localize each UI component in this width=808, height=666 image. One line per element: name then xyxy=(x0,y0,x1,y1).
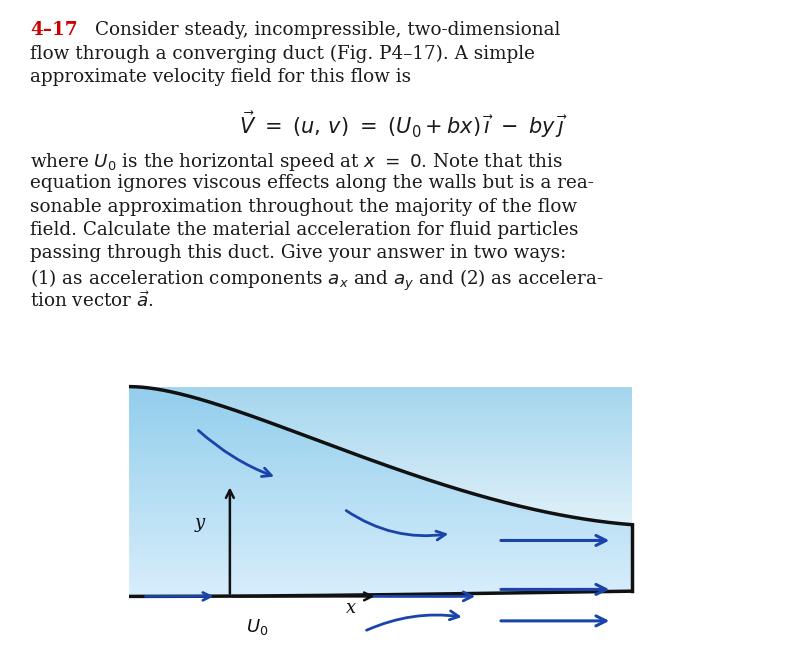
Text: $U_0$: $U_0$ xyxy=(246,617,268,637)
Polygon shape xyxy=(129,426,633,429)
Polygon shape xyxy=(129,442,633,444)
Polygon shape xyxy=(129,513,633,515)
Polygon shape xyxy=(129,478,633,481)
Polygon shape xyxy=(129,473,633,476)
Polygon shape xyxy=(129,444,633,447)
Polygon shape xyxy=(129,424,633,426)
Polygon shape xyxy=(129,531,633,533)
Polygon shape xyxy=(129,476,633,478)
Polygon shape xyxy=(129,389,633,392)
Text: where $U_0$ is the horizontal speed at $x\ =\ 0$. Note that this: where $U_0$ is the horizontal speed at $… xyxy=(30,151,562,173)
Polygon shape xyxy=(129,452,633,455)
Polygon shape xyxy=(129,505,633,507)
Polygon shape xyxy=(129,552,633,554)
Text: x: x xyxy=(346,599,356,617)
Polygon shape xyxy=(129,458,633,460)
Polygon shape xyxy=(129,410,633,413)
Polygon shape xyxy=(129,554,633,557)
Text: tion vector $\vec{a}$.: tion vector $\vec{a}$. xyxy=(30,291,154,311)
Polygon shape xyxy=(129,421,633,424)
Polygon shape xyxy=(129,394,633,397)
Text: approximate velocity field for this flow is: approximate velocity field for this flow… xyxy=(30,68,411,86)
Polygon shape xyxy=(129,507,633,510)
Polygon shape xyxy=(129,468,633,471)
Polygon shape xyxy=(129,570,633,573)
Polygon shape xyxy=(129,562,633,565)
Polygon shape xyxy=(129,497,633,500)
Polygon shape xyxy=(129,386,633,597)
Polygon shape xyxy=(129,436,633,439)
Polygon shape xyxy=(129,450,633,452)
Polygon shape xyxy=(129,460,633,463)
Polygon shape xyxy=(129,525,633,528)
Polygon shape xyxy=(129,431,633,434)
Polygon shape xyxy=(129,500,633,502)
Polygon shape xyxy=(129,502,633,505)
Polygon shape xyxy=(129,484,633,486)
Polygon shape xyxy=(129,557,633,559)
Text: flow through a converging duct (Fig. P4–17). A simple: flow through a converging duct (Fig. P4–… xyxy=(30,45,535,63)
Polygon shape xyxy=(129,559,633,562)
Polygon shape xyxy=(129,413,633,416)
Polygon shape xyxy=(129,575,633,578)
Polygon shape xyxy=(129,528,633,531)
Polygon shape xyxy=(129,429,633,431)
Polygon shape xyxy=(129,408,633,410)
Text: passing through this duct. Give your answer in two ways:: passing through this duct. Give your ans… xyxy=(30,244,566,262)
Polygon shape xyxy=(129,386,633,389)
Polygon shape xyxy=(129,541,633,544)
Polygon shape xyxy=(129,439,633,442)
Polygon shape xyxy=(129,463,633,466)
Text: $\vec{V}\ =\ (u,\,v)\ =\ (U_0 + bx)\,\vec{\imath}\ -\ by\,\vec{\jmath}$: $\vec{V}\ =\ (u,\,v)\ =\ (U_0 + bx)\,\ve… xyxy=(239,109,569,140)
Polygon shape xyxy=(129,565,633,567)
Polygon shape xyxy=(129,455,633,458)
Polygon shape xyxy=(129,447,633,450)
Polygon shape xyxy=(129,397,633,400)
Polygon shape xyxy=(129,486,633,489)
Polygon shape xyxy=(129,510,633,513)
Polygon shape xyxy=(129,549,633,552)
Polygon shape xyxy=(129,471,633,473)
Polygon shape xyxy=(129,544,633,547)
Polygon shape xyxy=(129,523,633,525)
Polygon shape xyxy=(129,573,633,575)
Polygon shape xyxy=(129,392,633,394)
Polygon shape xyxy=(129,481,633,484)
Text: equation ignores viscous effects along the walls but is a rea-: equation ignores viscous effects along t… xyxy=(30,174,594,192)
Polygon shape xyxy=(129,466,633,468)
Polygon shape xyxy=(129,517,633,520)
Polygon shape xyxy=(129,402,633,405)
Polygon shape xyxy=(129,405,633,408)
Polygon shape xyxy=(129,434,633,436)
Text: (1) as acceleration components $a_x$ and $a_y$ and (2) as accelera-: (1) as acceleration components $a_x$ and… xyxy=(30,268,604,293)
Polygon shape xyxy=(129,533,633,536)
Polygon shape xyxy=(129,547,633,549)
Text: sonable approximation throughout the majority of the flow: sonable approximation throughout the maj… xyxy=(30,198,577,216)
Polygon shape xyxy=(129,567,633,570)
Polygon shape xyxy=(129,494,633,497)
Polygon shape xyxy=(129,515,633,517)
Text: 4–17: 4–17 xyxy=(30,21,78,39)
Polygon shape xyxy=(129,520,633,523)
Text: y: y xyxy=(195,514,204,532)
Polygon shape xyxy=(129,492,633,494)
Polygon shape xyxy=(129,536,633,539)
Polygon shape xyxy=(129,539,633,541)
Polygon shape xyxy=(129,400,633,402)
Text: Consider steady, incompressible, two-dimensional: Consider steady, incompressible, two-dim… xyxy=(95,21,561,39)
Polygon shape xyxy=(129,416,633,418)
Polygon shape xyxy=(129,489,633,492)
Polygon shape xyxy=(129,418,633,421)
Text: field. Calculate the material acceleration for fluid particles: field. Calculate the material accelerati… xyxy=(30,221,579,239)
